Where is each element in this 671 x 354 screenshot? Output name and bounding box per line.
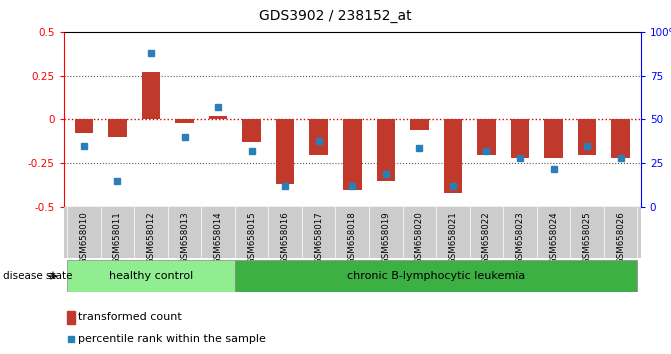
- Text: chronic B-lymphocytic leukemia: chronic B-lymphocytic leukemia: [347, 271, 525, 281]
- Text: GSM658011: GSM658011: [113, 211, 122, 264]
- Bar: [276, 120, 295, 184]
- Text: GSM658017: GSM658017: [314, 211, 323, 264]
- Text: GSM658010: GSM658010: [79, 211, 89, 264]
- Text: GSM658024: GSM658024: [549, 211, 558, 264]
- Bar: [209, 116, 227, 120]
- Text: GSM658018: GSM658018: [348, 211, 357, 264]
- Text: GSM658014: GSM658014: [213, 211, 223, 264]
- Bar: [544, 120, 563, 158]
- Bar: [175, 120, 194, 123]
- Bar: [477, 120, 496, 154]
- Text: GSM658021: GSM658021: [448, 211, 458, 264]
- Bar: [410, 120, 429, 130]
- Text: GSM658012: GSM658012: [146, 211, 156, 264]
- Bar: [74, 120, 93, 133]
- Bar: [235, 260, 637, 292]
- Bar: [511, 120, 529, 158]
- Text: healthy control: healthy control: [109, 271, 193, 281]
- Text: GDS3902 / 238152_at: GDS3902 / 238152_at: [259, 9, 412, 23]
- Bar: [242, 120, 261, 142]
- Text: GSM658019: GSM658019: [381, 211, 391, 264]
- Text: GSM658016: GSM658016: [280, 211, 290, 264]
- Text: disease state: disease state: [3, 271, 73, 281]
- Bar: [309, 120, 328, 154]
- Bar: [108, 120, 127, 137]
- Bar: [67, 311, 75, 324]
- Bar: [67, 260, 235, 292]
- Text: GSM658013: GSM658013: [180, 211, 189, 264]
- Text: GSM658022: GSM658022: [482, 211, 491, 264]
- Bar: [376, 120, 395, 181]
- Text: transformed count: transformed count: [79, 312, 182, 322]
- Text: GSM658020: GSM658020: [415, 211, 424, 264]
- Bar: [142, 72, 160, 120]
- Text: percentile rank within the sample: percentile rank within the sample: [79, 334, 266, 344]
- Bar: [343, 120, 362, 190]
- Text: GSM658015: GSM658015: [247, 211, 256, 264]
- Bar: [444, 120, 462, 193]
- Bar: [578, 120, 597, 154]
- Text: GSM658025: GSM658025: [582, 211, 592, 264]
- Bar: [611, 120, 630, 158]
- Text: GSM658026: GSM658026: [616, 211, 625, 264]
- Text: GSM658023: GSM658023: [515, 211, 525, 264]
